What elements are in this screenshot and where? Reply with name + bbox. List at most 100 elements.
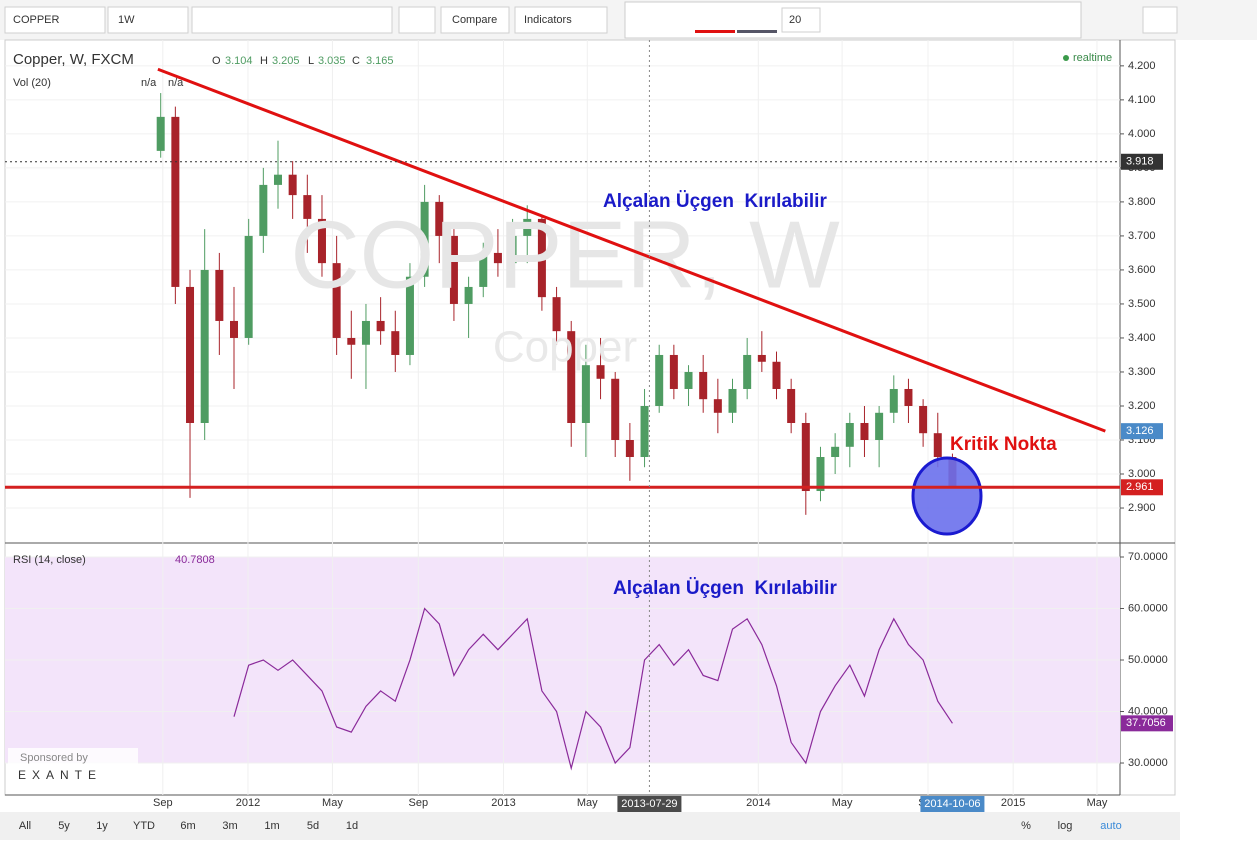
y-tick-label: 4.100 — [1128, 94, 1156, 106]
price-label-box — [1121, 153, 1163, 170]
chart-style-box[interactable] — [191, 6, 393, 34]
watermark: COPPER, W — [290, 201, 840, 308]
color-swatch — [695, 30, 735, 33]
compare-box[interactable] — [440, 6, 510, 34]
highlight-circle — [911, 456, 983, 536]
fullscreen-button[interactable] — [1142, 6, 1178, 34]
sponsor-name[interactable]: EXANTE — [18, 768, 102, 782]
crosshair-label: 2013-07-29 — [621, 798, 677, 810]
y-tick-label: 3.800 — [1128, 196, 1156, 208]
color-swatch — [737, 30, 777, 33]
candle-body — [684, 371, 693, 389]
ohlc-value: 3.104 — [225, 55, 253, 67]
candle-body — [273, 174, 282, 185]
candle-body — [259, 184, 268, 236]
candle-body — [435, 201, 444, 236]
font-size-box[interactable] — [781, 7, 821, 33]
drawing-toolbar — [624, 1, 1082, 39]
y-tick-label: 3.600 — [1128, 264, 1156, 276]
candle-body — [640, 405, 649, 458]
y-tick-label: 3.500 — [1128, 298, 1156, 310]
scale-option[interactable]: log — [1058, 820, 1073, 832]
ohlc-label: O — [212, 55, 221, 67]
candle-body — [347, 337, 356, 345]
y-tick-label: 3.300 — [1128, 366, 1156, 378]
sponsor-box — [8, 748, 138, 788]
y-tick-label: 4.200 — [1128, 60, 1156, 72]
y-tick-label: 3.200 — [1128, 400, 1156, 412]
scale-option[interactable]: auto — [1100, 820, 1121, 832]
candle-body — [376, 320, 385, 332]
rsi-title: RSI (14, close) — [13, 554, 86, 566]
range-button[interactable]: 1d — [346, 820, 358, 832]
interval[interactable]: 1W — [118, 14, 135, 26]
x-tick-label: May — [832, 797, 853, 809]
rsi-line — [233, 607, 953, 771]
candle-body — [317, 218, 326, 264]
x-tick-label: 2012 — [236, 797, 260, 809]
candle-body — [537, 218, 546, 298]
interval-box[interactable] — [107, 6, 189, 34]
candle-body — [933, 433, 942, 458]
symbol[interactable]: COPPER — [13, 14, 60, 26]
symbol-box[interactable] — [4, 6, 106, 34]
font-size[interactable]: 20 — [789, 14, 801, 26]
crosshair-label-box — [920, 796, 985, 812]
candle-body — [713, 399, 722, 413]
candle-body — [361, 320, 370, 345]
range-button[interactable]: 1m — [264, 820, 279, 832]
candle-body — [391, 331, 400, 355]
status: realtime — [1073, 52, 1112, 64]
y-tick-label: 30.0000 — [1128, 757, 1168, 769]
price-label-box — [1121, 715, 1173, 732]
candle-body — [200, 269, 209, 423]
price-label-box — [1121, 423, 1163, 440]
candle-body — [405, 276, 414, 355]
x-tick-label: 2014 — [746, 797, 770, 809]
candle-body — [171, 116, 180, 287]
candle-body — [215, 269, 224, 321]
price-label-box — [1121, 479, 1163, 496]
price-label: 2.961 — [1126, 481, 1154, 493]
candle-body — [552, 297, 561, 332]
candle-body — [156, 116, 165, 151]
range-button[interactable]: 5d — [307, 820, 319, 832]
crosshair-label: 2014-10-06 — [924, 798, 980, 810]
y-tick-label: 60.0000 — [1128, 602, 1168, 614]
y-tick-label: 3.000 — [1128, 468, 1156, 480]
range-button[interactable]: 3m — [222, 820, 237, 832]
scale-option[interactable]: % — [1021, 820, 1031, 832]
range-button[interactable]: 6m — [180, 820, 195, 832]
candle-body — [669, 354, 678, 389]
range-button[interactable]: All — [19, 820, 31, 832]
candle-body — [420, 201, 429, 277]
candle-body — [230, 320, 239, 338]
compare[interactable]: Compare — [452, 14, 497, 26]
candle-body — [728, 388, 737, 413]
range-button[interactable]: YTD — [133, 820, 155, 832]
candle-body — [303, 195, 312, 219]
price-label: 3.918 — [1126, 156, 1154, 168]
chart-title: Copper, W, FXCM — [13, 51, 134, 68]
annotation: Alçalan Üçgen Kırılabilir — [603, 191, 827, 212]
volume-value: n/a — [141, 77, 157, 89]
candle-body — [449, 235, 458, 304]
range-button[interactable]: 5y — [58, 820, 70, 832]
volume-title: Vol (20) — [13, 77, 51, 89]
settings-button[interactable] — [398, 6, 436, 34]
indicators-box[interactable] — [514, 6, 608, 34]
x-tick-label: 2013 — [491, 797, 515, 809]
ohlc-label: L — [308, 55, 314, 67]
y-tick-label: 2.900 — [1128, 502, 1156, 514]
candle-body — [186, 286, 195, 423]
y-tick-label: 70.0000 — [1128, 551, 1168, 563]
crosshair-label-box — [617, 796, 682, 812]
candle-body — [611, 378, 620, 440]
candle-body — [757, 354, 766, 362]
range-button[interactable]: 1y — [96, 820, 108, 832]
candle-body — [699, 371, 708, 400]
candle-body — [801, 422, 810, 492]
indicators[interactable]: Indicators — [524, 14, 572, 26]
